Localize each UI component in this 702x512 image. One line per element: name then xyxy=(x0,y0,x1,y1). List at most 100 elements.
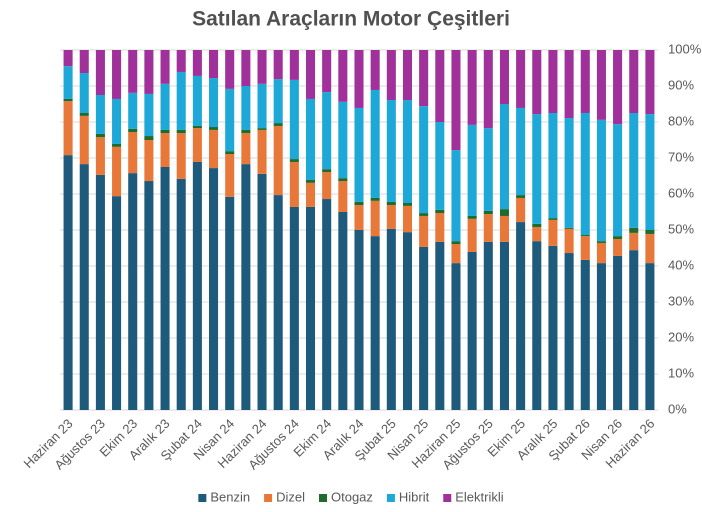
y-tick-label: 50% xyxy=(668,221,694,236)
bar-segment xyxy=(209,127,219,130)
bar-segment xyxy=(613,124,623,237)
bar-segment xyxy=(645,230,655,234)
bar-segment xyxy=(322,169,332,173)
bar-segment xyxy=(176,129,186,134)
bar-segment xyxy=(370,236,380,410)
y-tick-label: 70% xyxy=(668,149,694,164)
bar-segment xyxy=(79,115,89,165)
bar-segment xyxy=(354,50,364,108)
bar-segment xyxy=(516,50,526,108)
bar-segment xyxy=(370,197,380,201)
bar-segment xyxy=(338,212,348,410)
y-tick-label: 100% xyxy=(668,41,702,56)
y-tick-label: 0% xyxy=(668,401,687,416)
bar-segment xyxy=(548,113,558,219)
bar-segment xyxy=(483,50,493,129)
bar-segment xyxy=(499,209,509,216)
bar-segment xyxy=(629,227,639,233)
bar-segment xyxy=(596,50,606,120)
bar-segment xyxy=(419,106,429,214)
bar-segment xyxy=(273,125,283,196)
bar-segment xyxy=(305,50,316,99)
bar-segment xyxy=(516,195,526,198)
bar-segment xyxy=(483,214,493,242)
bar-segment xyxy=(241,86,251,130)
bar-segment xyxy=(144,50,154,94)
bar-segment xyxy=(451,263,461,410)
bar-segment xyxy=(305,206,316,410)
bar-segment xyxy=(322,92,332,170)
bar-segment xyxy=(209,129,219,169)
bar-segment xyxy=(79,50,89,74)
bar-segment xyxy=(613,236,623,239)
bar-segment xyxy=(370,89,380,198)
bar-segment xyxy=(241,50,251,86)
bar-segment xyxy=(629,113,639,228)
bar-segment xyxy=(613,239,623,256)
bar-segment xyxy=(241,164,251,410)
legend-label: Hibrit xyxy=(399,489,430,504)
bar-segment xyxy=(419,213,429,216)
y-tick-label: 30% xyxy=(668,293,694,308)
bar-segment xyxy=(596,119,606,242)
y-tick-label: 20% xyxy=(668,329,694,344)
bar-segment xyxy=(79,73,89,113)
bar-segment xyxy=(467,251,477,410)
bar-segment xyxy=(467,215,477,219)
bar-segment xyxy=(209,168,219,410)
bar-segment xyxy=(419,50,429,107)
bar-segment xyxy=(128,173,138,410)
bar-segment xyxy=(273,79,283,124)
bar-segment xyxy=(79,164,89,410)
bar-segment xyxy=(257,173,267,410)
bar-segment xyxy=(160,83,170,130)
bar-segment xyxy=(386,201,396,206)
bar-segment xyxy=(289,79,299,160)
bar-segment xyxy=(613,255,623,410)
bar-segment xyxy=(112,143,122,147)
bar-segment xyxy=(580,113,590,236)
bar-segment xyxy=(419,215,429,247)
bar-segment xyxy=(112,196,122,410)
bar-segment xyxy=(63,101,73,156)
bar-segment xyxy=(483,210,493,215)
bar-segment xyxy=(63,155,73,410)
bar-segment xyxy=(580,50,590,113)
legend-swatch xyxy=(443,494,452,502)
bar-segment xyxy=(338,50,348,102)
bar-segment xyxy=(564,118,574,228)
bar-segment xyxy=(548,245,558,410)
y-tick-label: 80% xyxy=(668,113,694,128)
bar-segment xyxy=(370,200,380,237)
bar-segment xyxy=(257,129,267,174)
bar-segment xyxy=(160,133,170,167)
legend-label: Otogaz xyxy=(331,489,373,504)
bar-segment xyxy=(305,182,316,207)
bar-segment xyxy=(209,78,219,128)
bar-segment xyxy=(483,241,493,410)
bar-segment xyxy=(225,196,235,410)
bar-segment xyxy=(532,227,542,242)
bar-segment xyxy=(435,50,445,122)
bar-segment xyxy=(548,218,558,220)
bar-segment xyxy=(354,205,364,230)
bar-segment xyxy=(273,195,283,410)
y-tick-label: 60% xyxy=(668,185,694,200)
bar-segment xyxy=(225,151,235,155)
bar-segment xyxy=(645,114,655,230)
bar-segment xyxy=(564,253,574,410)
bar-segment xyxy=(532,241,542,410)
bar-segment xyxy=(629,250,639,410)
legend-swatch xyxy=(386,494,395,502)
bar-segment xyxy=(613,50,623,125)
bar-segment xyxy=(241,133,251,165)
bar-segment xyxy=(532,223,542,228)
y-tick-label: 90% xyxy=(668,77,694,92)
bar-segment xyxy=(289,206,299,410)
bar-segment xyxy=(225,154,235,197)
bar-segment xyxy=(354,230,364,410)
bar-segment xyxy=(370,50,380,90)
bar-segment xyxy=(516,222,526,410)
bar-segment xyxy=(160,129,170,134)
